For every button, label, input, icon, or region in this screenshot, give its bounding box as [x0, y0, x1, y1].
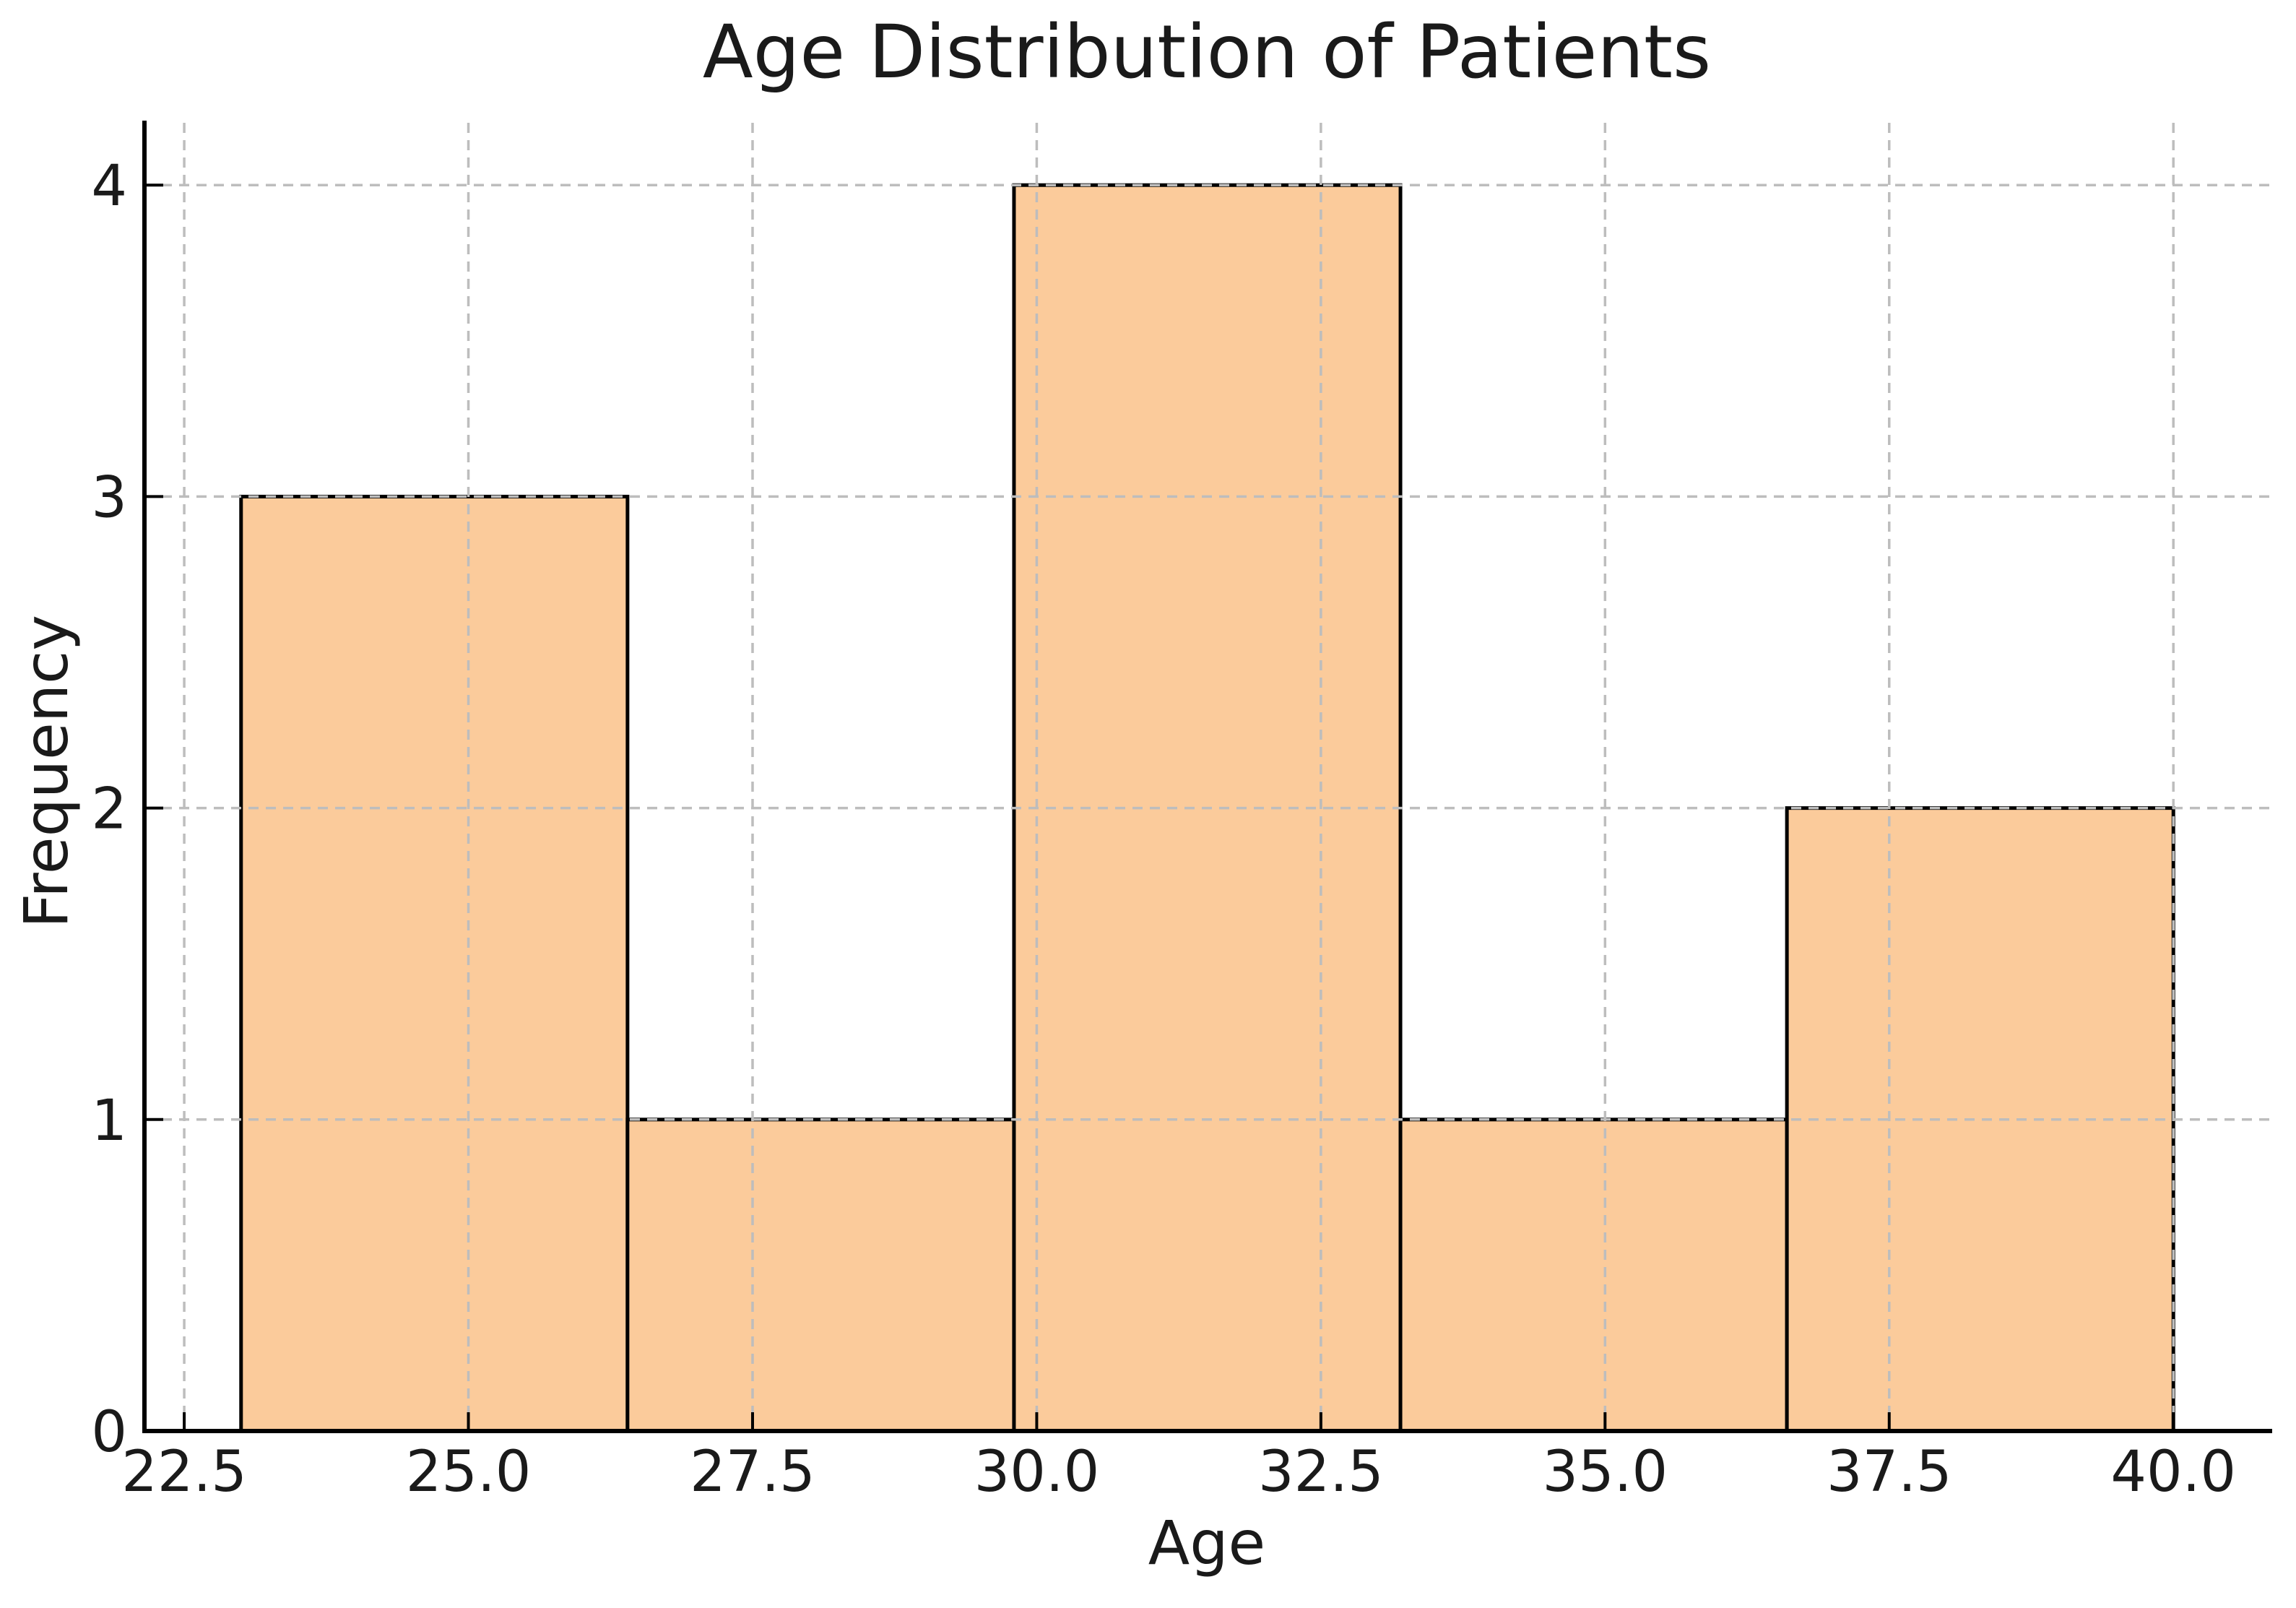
- x-tick-label: 22.5: [121, 1440, 247, 1505]
- histogram-bar: [1398, 1118, 1789, 1433]
- x-tick-label: 37.5: [1827, 1440, 1952, 1505]
- x-tick-label: 30.0: [974, 1440, 1100, 1505]
- histogram-bar: [239, 494, 630, 1433]
- histogram-bar: [625, 1118, 1016, 1433]
- y-axis-label: Frequency: [10, 615, 82, 928]
- x-tick-label: 32.5: [1258, 1440, 1384, 1505]
- x-axis-label: Age: [1148, 1508, 1266, 1578]
- y-tick-label: 0: [91, 1400, 127, 1465]
- x-tick-label: 25.0: [406, 1440, 532, 1505]
- y-tick-label: 1: [91, 1089, 127, 1154]
- chart-title: Age Distribution of Patients: [702, 9, 1712, 95]
- x-tick-label: 27.5: [690, 1440, 815, 1505]
- x-tick-label: 35.0: [1542, 1440, 1668, 1505]
- y-tick-label: 2: [91, 777, 127, 842]
- y-tick-label: 3: [91, 465, 127, 530]
- x-tick-label: 40.0: [2110, 1440, 2236, 1505]
- y-tick-label: 4: [91, 154, 127, 219]
